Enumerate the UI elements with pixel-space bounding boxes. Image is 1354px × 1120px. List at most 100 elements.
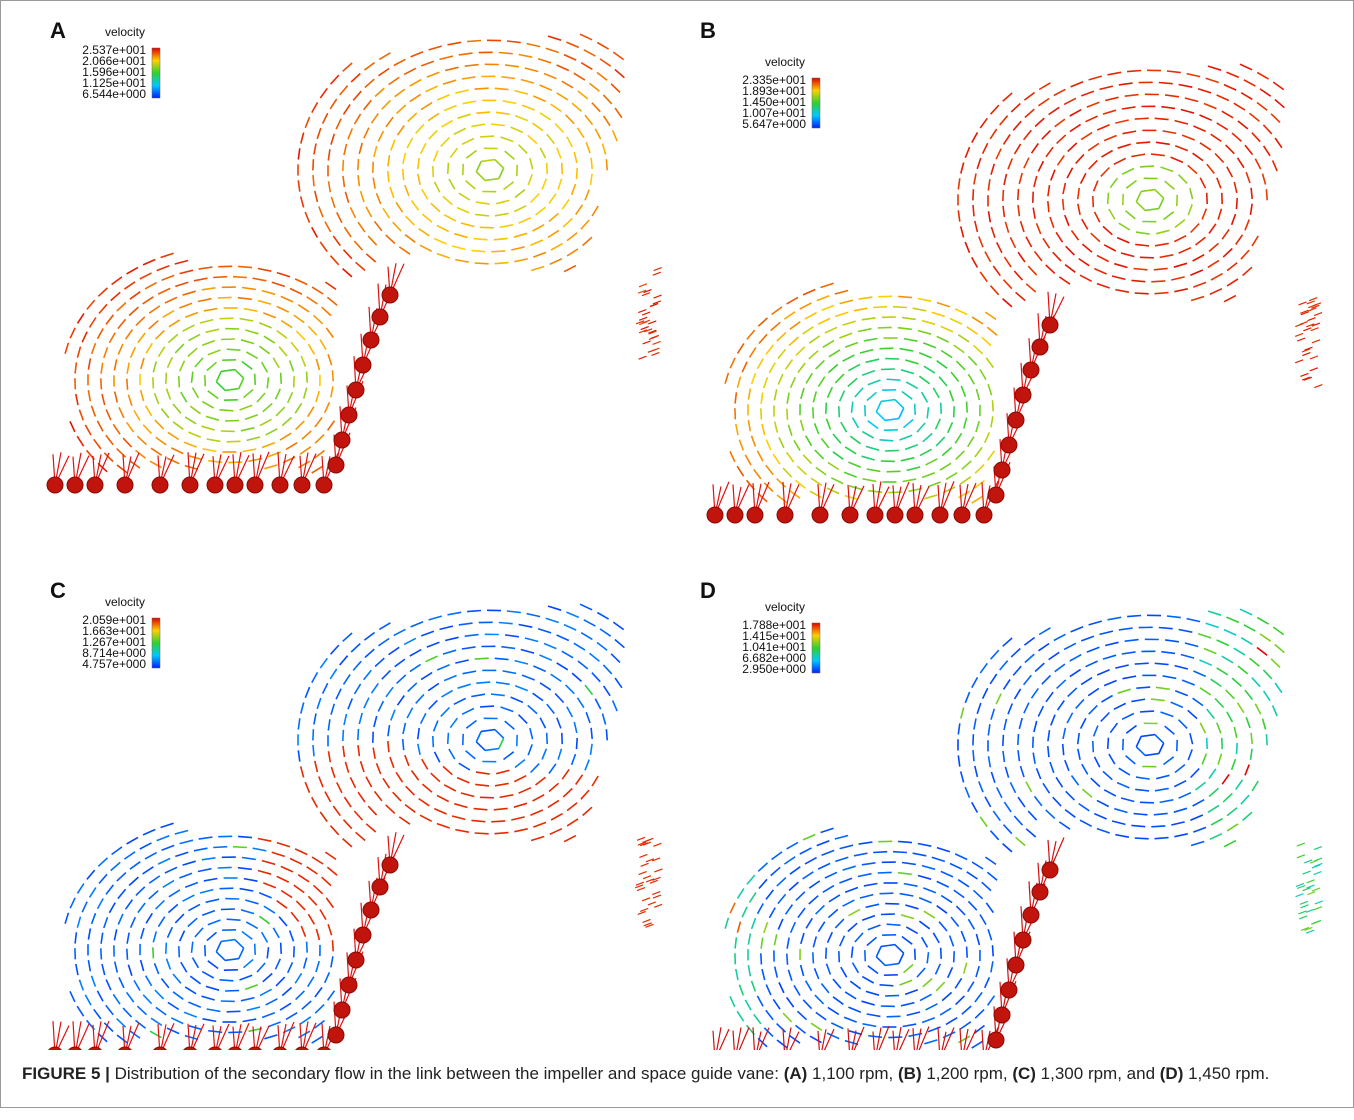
- flow-vector: [444, 676, 457, 681]
- flow-vector: [1204, 649, 1216, 654]
- flow-vector: [138, 903, 145, 913]
- flow-vector: [1191, 842, 1204, 846]
- flow-vector: [268, 1022, 281, 1027]
- flow-vector: [411, 622, 424, 627]
- flow-vector: [92, 976, 96, 987]
- flow-vector: [843, 866, 856, 870]
- flow-vector: [1008, 159, 1012, 170]
- flow-vector: [421, 103, 432, 110]
- flow-vector: [1049, 652, 1060, 659]
- flow-vector: [206, 899, 220, 902]
- caption-text: (B): [898, 1064, 922, 1083]
- flow-vector: [1264, 146, 1271, 156]
- flow-vector: [1232, 214, 1236, 225]
- flow-vector: [1134, 269, 1148, 270]
- flow-vector: [987, 872, 997, 880]
- flow-vector: [480, 706, 494, 707]
- flow-vector: [542, 179, 546, 190]
- flow-vector: [315, 1005, 324, 1014]
- flow-vector: [350, 207, 355, 217]
- flow-vector: [558, 179, 561, 190]
- flow-vector: [1155, 118, 1169, 119]
- flow-vector: [1078, 733, 1080, 744]
- flow-vector: [648, 902, 656, 905]
- flow-vector: [391, 710, 395, 721]
- flow-vector: [375, 88, 384, 96]
- flow-vector: [301, 926, 305, 937]
- flow-vector: [225, 389, 239, 391]
- flow-vector: [457, 778, 469, 783]
- flow-vector: [769, 363, 775, 373]
- flow-vector: [282, 987, 291, 995]
- flow-vector: [276, 407, 285, 416]
- flow-vector: [862, 1001, 875, 1005]
- flow-vector: [218, 297, 232, 298]
- flow-vector: [1251, 188, 1252, 199]
- flow-vector: [1238, 158, 1244, 168]
- flow-vector: [94, 439, 101, 449]
- flow-vector: [316, 961, 319, 972]
- flow-vector: [915, 949, 916, 960]
- flow-vector: [298, 148, 300, 159]
- flow-vector: [527, 614, 541, 617]
- flow-vector: [967, 947, 968, 958]
- flow-plot: velocity2.335e+0011.893e+0011.450e+0011.…: [707, 55, 1322, 523]
- flow-vector: [1117, 238, 1129, 243]
- flow-vector: [1105, 97, 1118, 100]
- flow-vector: [199, 837, 213, 839]
- flow-vector: [1136, 232, 1150, 234]
- flow-vector: [404, 68, 416, 74]
- flow-vector: [1125, 640, 1139, 642]
- flow-vector: [650, 880, 658, 883]
- flow-vector: [821, 283, 834, 287]
- flow-vector: [564, 55, 576, 61]
- flow-vector: [294, 885, 304, 893]
- flow-vector: [345, 762, 348, 773]
- flow-vector: [899, 953, 904, 964]
- caption-text: (C): [1012, 1064, 1036, 1083]
- flow-vector: [418, 744, 420, 755]
- flow-vector: [591, 744, 593, 755]
- flow-vector: [1252, 781, 1258, 791]
- flow-vector: [777, 479, 786, 488]
- flow-vector: [993, 400, 994, 411]
- flow-vector: [976, 389, 979, 400]
- flow-vector: [281, 296, 293, 302]
- flow-vector: [950, 936, 954, 947]
- flow-vector: [1097, 829, 1110, 833]
- flow-vector: [962, 461, 971, 469]
- flow-vector: [1063, 728, 1065, 739]
- flow-vector: [1218, 754, 1221, 765]
- flow-vector: [843, 355, 855, 361]
- flow-vector: [1161, 652, 1175, 654]
- flow-vector: [207, 932, 217, 940]
- flow-vector: [777, 1024, 786, 1033]
- flow-vector: [1058, 156, 1065, 166]
- flow-vector: [603, 95, 611, 104]
- flow-vector: [1295, 333, 1303, 336]
- flow-vector: [787, 452, 794, 462]
- flow-vector: [989, 756, 991, 767]
- flow-vector: [374, 716, 377, 727]
- flow-vector: [1200, 660, 1212, 665]
- flow-vector: [778, 349, 786, 358]
- flow-vector: [114, 359, 116, 370]
- flow-vector: [273, 928, 279, 938]
- flow-vector: [1063, 183, 1065, 194]
- flow-vector: [475, 263, 489, 264]
- flow-vector: [1210, 834, 1222, 840]
- flow-vector: [437, 254, 450, 258]
- flow-vector: [161, 979, 169, 988]
- flow-vector: [1159, 83, 1173, 84]
- flow-vector: [1303, 871, 1311, 874]
- flow-vector: [379, 53, 390, 60]
- flow-vector: [158, 347, 164, 357]
- flow-vector: [113, 994, 120, 1004]
- flow-vector: [798, 363, 805, 373]
- flow-vector: [266, 999, 278, 1005]
- flow-vector: [443, 196, 452, 204]
- flow-vector: [455, 830, 469, 833]
- flow-vector: [904, 420, 914, 428]
- panel-label: C: [50, 578, 66, 603]
- flow-vector: [816, 360, 825, 369]
